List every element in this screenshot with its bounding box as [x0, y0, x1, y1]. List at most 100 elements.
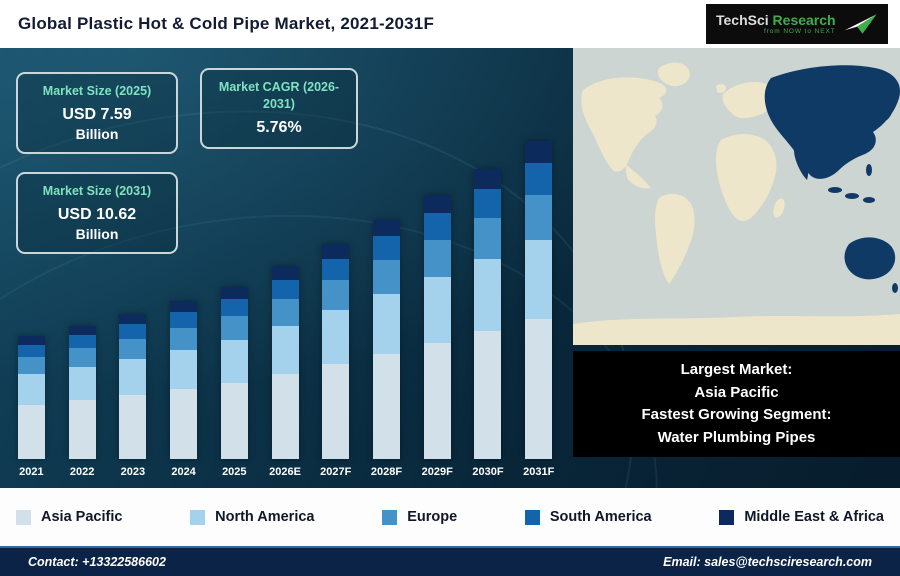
bar-segment-europe[interactable]	[220, 316, 248, 341]
bar-segment-asia-pacific[interactable]	[119, 395, 147, 459]
legend-label: Asia Pacific	[41, 509, 123, 525]
bar-stack[interactable]	[373, 219, 400, 459]
bar-segment-north-america[interactable]	[68, 366, 96, 401]
bar-segment-middle-east-africa[interactable]	[119, 314, 147, 325]
stat-box-market-size-2025: Market Size (2025) USD 7.59 Billion	[16, 72, 178, 155]
bar-segment-asia-pacific[interactable]	[271, 374, 299, 459]
legend-item[interactable]: Asia Pacific	[16, 509, 122, 525]
bar-segment-south-america[interactable]	[525, 163, 553, 196]
note-line-fastest-segment-value: Water Plumbing Pipes	[657, 428, 816, 446]
bar-segment-south-america[interactable]	[119, 324, 147, 339]
map-region-indonesia-highlight	[828, 187, 842, 193]
bar-segment-north-america[interactable]	[474, 258, 502, 332]
x-axis-label: 2026E	[269, 466, 301, 478]
bar-segment-south-america[interactable]	[474, 189, 502, 219]
bar-stack[interactable]	[119, 314, 147, 459]
bar-segment-asia-pacific[interactable]	[17, 405, 45, 459]
bar-stack[interactable]	[271, 266, 299, 459]
bar-segment-south-america[interactable]	[170, 311, 198, 328]
bar-segment-middle-east-africa[interactable]	[170, 300, 198, 312]
bar-segment-middle-east-africa[interactable]	[68, 325, 96, 335]
bar-segment-south-america[interactable]	[220, 298, 248, 316]
map-region-south-america	[655, 193, 695, 284]
bar-column: 2021	[6, 58, 57, 478]
bar-stack[interactable]	[474, 169, 502, 459]
map-region-north-america	[581, 77, 667, 172]
bar-segment-europe[interactable]	[322, 280, 350, 311]
bar-segment-south-america[interactable]	[322, 258, 350, 281]
bar-column: 2022	[57, 58, 108, 478]
logo-tagline: from NOW to NEXT	[763, 28, 836, 36]
bar-stack[interactable]	[220, 286, 248, 459]
bar-segment-south-america[interactable]	[423, 213, 451, 240]
bar-stack[interactable]	[322, 243, 350, 459]
bar-segment-north-america[interactable]	[170, 349, 198, 390]
map-region-africa	[716, 134, 777, 221]
bar-segment-middle-east-africa[interactable]	[423, 194, 451, 214]
legend-item[interactable]: South America	[524, 509, 652, 525]
bar-segment-north-america[interactable]	[271, 325, 299, 375]
bar-segment-europe[interactable]	[474, 218, 502, 259]
stat-box-market-size-2031: Market Size (2031) USD 10.62 Billion	[16, 172, 178, 255]
bar-segment-europe[interactable]	[373, 260, 400, 294]
bar-segment-europe[interactable]	[170, 327, 198, 350]
note-line-largest-market-value: Asia Pacific	[694, 383, 779, 401]
bar-segment-north-america[interactable]	[525, 239, 553, 320]
bar-segment-asia-pacific[interactable]	[170, 389, 198, 459]
bar-segment-middle-east-africa[interactable]	[525, 141, 553, 164]
bar-segment-europe[interactable]	[119, 338, 147, 359]
page-title: Global Plastic Hot & Cold Pipe Market, 2…	[18, 14, 435, 33]
bar-segment-asia-pacific[interactable]	[373, 353, 400, 459]
bar-segment-europe[interactable]	[423, 239, 451, 277]
bar-stack[interactable]	[525, 141, 553, 459]
bar-segment-asia-pacific[interactable]	[68, 400, 96, 459]
bar-segment-south-america[interactable]	[17, 344, 45, 358]
map-region-greenland	[657, 62, 690, 87]
bar-segment-north-america[interactable]	[322, 310, 350, 365]
bar-segment-middle-east-africa[interactable]	[474, 169, 502, 190]
legend-item[interactable]: Middle East & Africa	[719, 509, 884, 525]
bar-column: 2030F	[463, 58, 514, 478]
bar-stack[interactable]	[170, 300, 198, 459]
x-axis-label: 2029F	[421, 466, 453, 478]
x-axis-label: 2031F	[523, 466, 555, 478]
bar-segment-north-america[interactable]	[17, 374, 45, 406]
bar-segment-middle-east-africa[interactable]	[373, 219, 400, 237]
bar-segment-south-america[interactable]	[271, 279, 299, 299]
bar-segment-north-america[interactable]	[373, 293, 400, 354]
bar-stack[interactable]	[68, 325, 96, 459]
stacked-bar-chart: 2021 2022 2023 2024 2025 2026E 2027F 2028F 2029F…	[6, 58, 564, 478]
bar-stack[interactable]	[423, 194, 451, 459]
bar-segment-asia-pacific[interactable]	[322, 364, 350, 459]
bar-segment-middle-east-africa[interactable]	[271, 266, 299, 280]
bar-segment-north-america[interactable]	[220, 340, 248, 384]
bar-column: 2026E	[260, 58, 311, 478]
bar-segment-north-america[interactable]	[119, 358, 147, 396]
legend-item[interactable]: Europe	[382, 509, 457, 525]
bar-segment-europe[interactable]	[271, 298, 299, 326]
bar-segment-europe[interactable]	[68, 348, 96, 367]
legend-item[interactable]: North America	[190, 509, 315, 525]
world-map-svg	[573, 48, 900, 345]
bar-segment-south-america[interactable]	[373, 236, 400, 261]
bar-segment-asia-pacific[interactable]	[525, 319, 553, 459]
bar-segment-middle-east-africa[interactable]	[322, 243, 350, 259]
map-region-antarctica	[573, 314, 900, 345]
footer-bar: Contact: +13322586602 Email: sales@techs…	[0, 546, 900, 576]
legend-label: Middle East & Africa	[744, 509, 884, 525]
map-region-indonesia-highlight	[863, 197, 875, 203]
bar-segment-asia-pacific[interactable]	[423, 342, 451, 459]
bar-segment-asia-pacific[interactable]	[220, 383, 248, 459]
bar-segment-north-america[interactable]	[423, 276, 451, 343]
bar-segment-south-america[interactable]	[68, 334, 96, 349]
bar-segment-middle-east-africa[interactable]	[17, 336, 45, 345]
bar-stack[interactable]	[17, 336, 45, 459]
legend-label: South America	[549, 509, 652, 525]
bar-segment-middle-east-africa[interactable]	[220, 286, 248, 299]
bar-segment-europe[interactable]	[525, 195, 553, 240]
stat-unit: Billion	[75, 225, 119, 242]
bar-segment-asia-pacific[interactable]	[474, 331, 502, 459]
bar-column: 2031F	[513, 58, 564, 478]
stat-unit: Billion	[75, 125, 119, 142]
bar-segment-europe[interactable]	[17, 357, 45, 375]
